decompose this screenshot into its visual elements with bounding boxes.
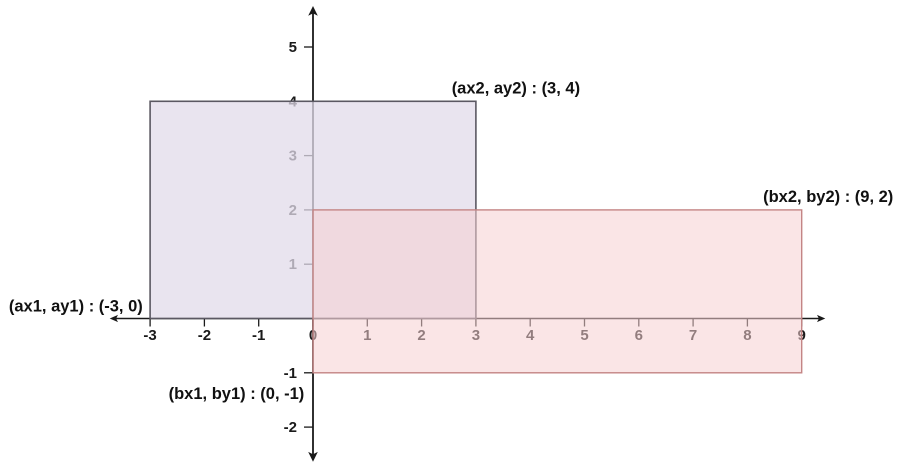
svg-text:(bx2, by2) : (9, 2): (bx2, by2) : (9, 2)	[763, 188, 893, 206]
svg-text:(ax1, ay1) : (-3, 0): (ax1, ay1) : (-3, 0)	[9, 298, 143, 316]
svg-text:-3: -3	[143, 327, 156, 344]
svg-text:(bx1, by1) : (0, -1): (bx1, by1) : (0, -1)	[169, 385, 305, 403]
svg-text:-1: -1	[284, 365, 297, 382]
svg-text:5: 5	[289, 39, 297, 56]
svg-text:-1: -1	[252, 327, 265, 344]
svg-text:(ax2, ay2) : (3, 4): (ax2, ay2) : (3, 4)	[452, 79, 580, 97]
svg-text:-2: -2	[284, 419, 297, 436]
svg-text:-2: -2	[198, 327, 211, 344]
